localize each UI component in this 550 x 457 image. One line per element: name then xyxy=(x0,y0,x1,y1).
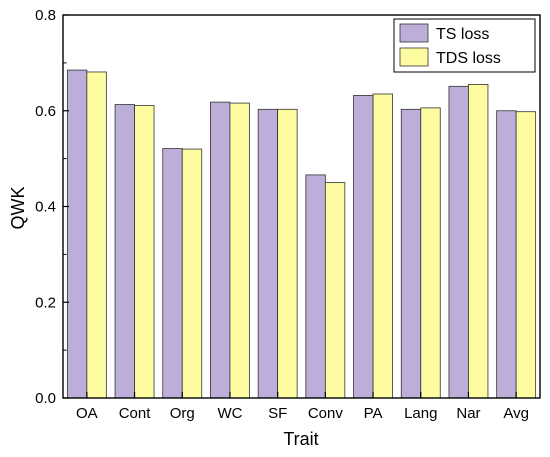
y-tick-label: 0.0 xyxy=(35,390,56,407)
x-tick-label: OA xyxy=(76,405,98,422)
y-tick-label: 0.6 xyxy=(35,103,56,120)
legend-swatch-ts xyxy=(399,23,429,43)
bar-ts-conv xyxy=(305,174,326,399)
bar-tds-lang xyxy=(420,107,441,399)
x-tick-label: Conv xyxy=(308,405,344,422)
y-tick-label: 0.2 xyxy=(35,294,56,311)
x-tick-label: Lang xyxy=(404,405,437,422)
bar-ts-avg xyxy=(496,110,517,399)
legend: TS loss TDS loss xyxy=(393,18,536,73)
bar-ts-wc xyxy=(210,101,231,399)
legend-label-tds: TDS loss xyxy=(436,50,501,67)
bar-tds-cont xyxy=(134,105,155,399)
bar-tds-pa xyxy=(372,93,393,399)
bar-ts-org xyxy=(162,148,183,399)
bar-ts-pa xyxy=(353,95,374,399)
bar-tds-sf xyxy=(277,108,298,399)
x-tick-label: Nar xyxy=(456,405,480,422)
bars-layer xyxy=(66,69,537,399)
y-tick-label: 0.4 xyxy=(35,199,56,216)
bar-tds-org xyxy=(181,148,203,399)
bar-ts-sf xyxy=(257,108,279,399)
bar-tds-conv xyxy=(324,182,346,399)
bar-ts-cont xyxy=(114,104,135,399)
x-tick-label: Avg xyxy=(503,405,529,422)
bar-tds-oa xyxy=(86,71,107,399)
x-tick-label: Org xyxy=(170,405,195,422)
x-axis-title: Trait xyxy=(283,429,318,449)
bar-tds-nar xyxy=(468,84,489,399)
legend-label-ts: TS loss xyxy=(436,26,489,43)
bar-ts-oa xyxy=(66,69,88,399)
bar-tds-wc xyxy=(229,102,250,399)
x-tick-label: SF xyxy=(268,405,287,422)
legend-swatch-tds xyxy=(399,47,429,67)
y-axis-title: QWK xyxy=(8,187,28,230)
x-tick-label: Cont xyxy=(119,405,152,422)
axes-layer: OA Cont Org WC SF Conv PA Lang Nar Avg 0.0 0.2 0.4 0.… xyxy=(35,7,529,422)
bar-ts-nar xyxy=(448,85,469,399)
bar-ts-lang xyxy=(400,108,422,399)
x-tick-label: WC xyxy=(217,405,242,422)
y-tick-label: 0.8 xyxy=(35,7,56,24)
x-tick-label: PA xyxy=(364,405,383,422)
bar-tds-avg xyxy=(515,111,537,399)
